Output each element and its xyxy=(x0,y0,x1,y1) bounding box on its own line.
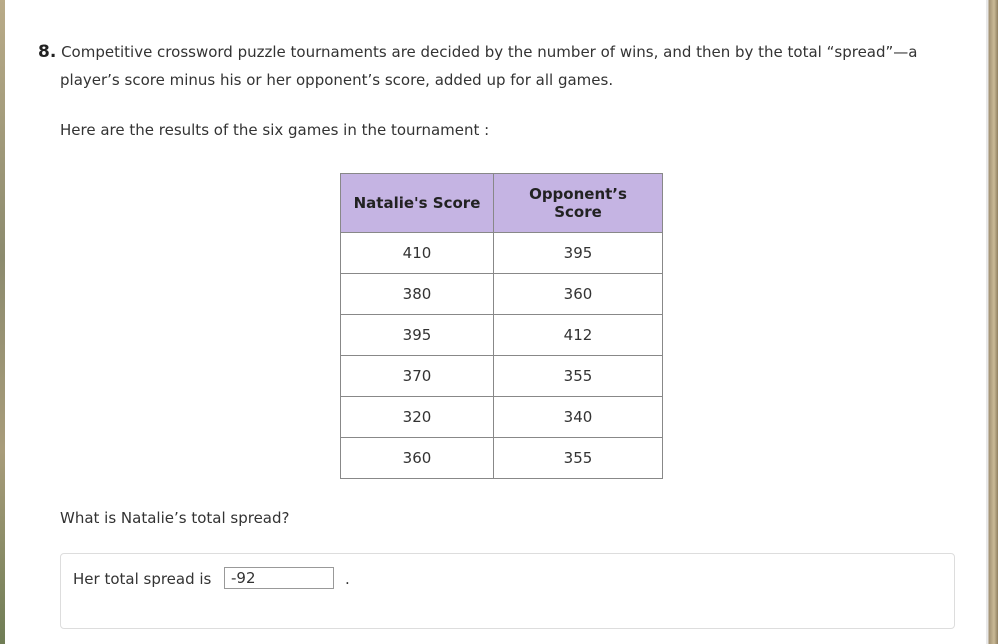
natalie-score-cell: 410 xyxy=(340,232,494,274)
natalie-score-cell: 320 xyxy=(340,396,494,438)
opponent-score-cell: 355 xyxy=(493,437,663,479)
background-edge-left xyxy=(0,0,5,644)
natalie-score-cell: 370 xyxy=(340,355,494,397)
natalie-score-cell: 380 xyxy=(340,273,494,315)
answer-label: Her total spread is xyxy=(73,570,212,588)
answer-box: Her total spread is . xyxy=(60,553,955,629)
table-row: 370 355 xyxy=(340,355,663,397)
table-row: 380 360 xyxy=(340,273,663,315)
question-line-1: Competitive crossword puzzle tournaments… xyxy=(61,43,918,61)
table-row: 320 340 xyxy=(340,396,663,438)
opponent-score-cell: 412 xyxy=(493,314,663,356)
natalie-score-cell: 395 xyxy=(340,314,494,356)
header-natalie: Natalie's Score xyxy=(340,173,494,233)
scores-table: Natalie's Score Opponent’s Score 410 395 3… xyxy=(340,173,663,479)
opponent-score-cell: 355 xyxy=(493,355,663,397)
intro-text: Here are the results of the six games in… xyxy=(60,121,490,139)
opponent-score-cell: 360 xyxy=(493,273,663,315)
spread-input[interactable] xyxy=(224,567,334,589)
question-line-2: player’s score minus his or her opponent… xyxy=(60,71,614,89)
header-opponent: Opponent’s Score xyxy=(493,173,663,233)
answer-suffix: . xyxy=(345,570,350,588)
table-row: 410 395 xyxy=(340,232,663,274)
opponent-score-cell: 340 xyxy=(493,396,663,438)
prompt-text: What is Natalie’s total spread? xyxy=(60,509,290,527)
question-number: 8. xyxy=(38,42,57,62)
table-row: 395 412 xyxy=(340,314,663,356)
opponent-score-cell: 395 xyxy=(493,232,663,274)
background-edge-right xyxy=(986,0,998,644)
question-text: 8. Competitive crossword puzzle tourname… xyxy=(38,38,938,94)
natalie-score-cell: 360 xyxy=(340,437,494,479)
table-row: 360 355 xyxy=(340,437,663,479)
